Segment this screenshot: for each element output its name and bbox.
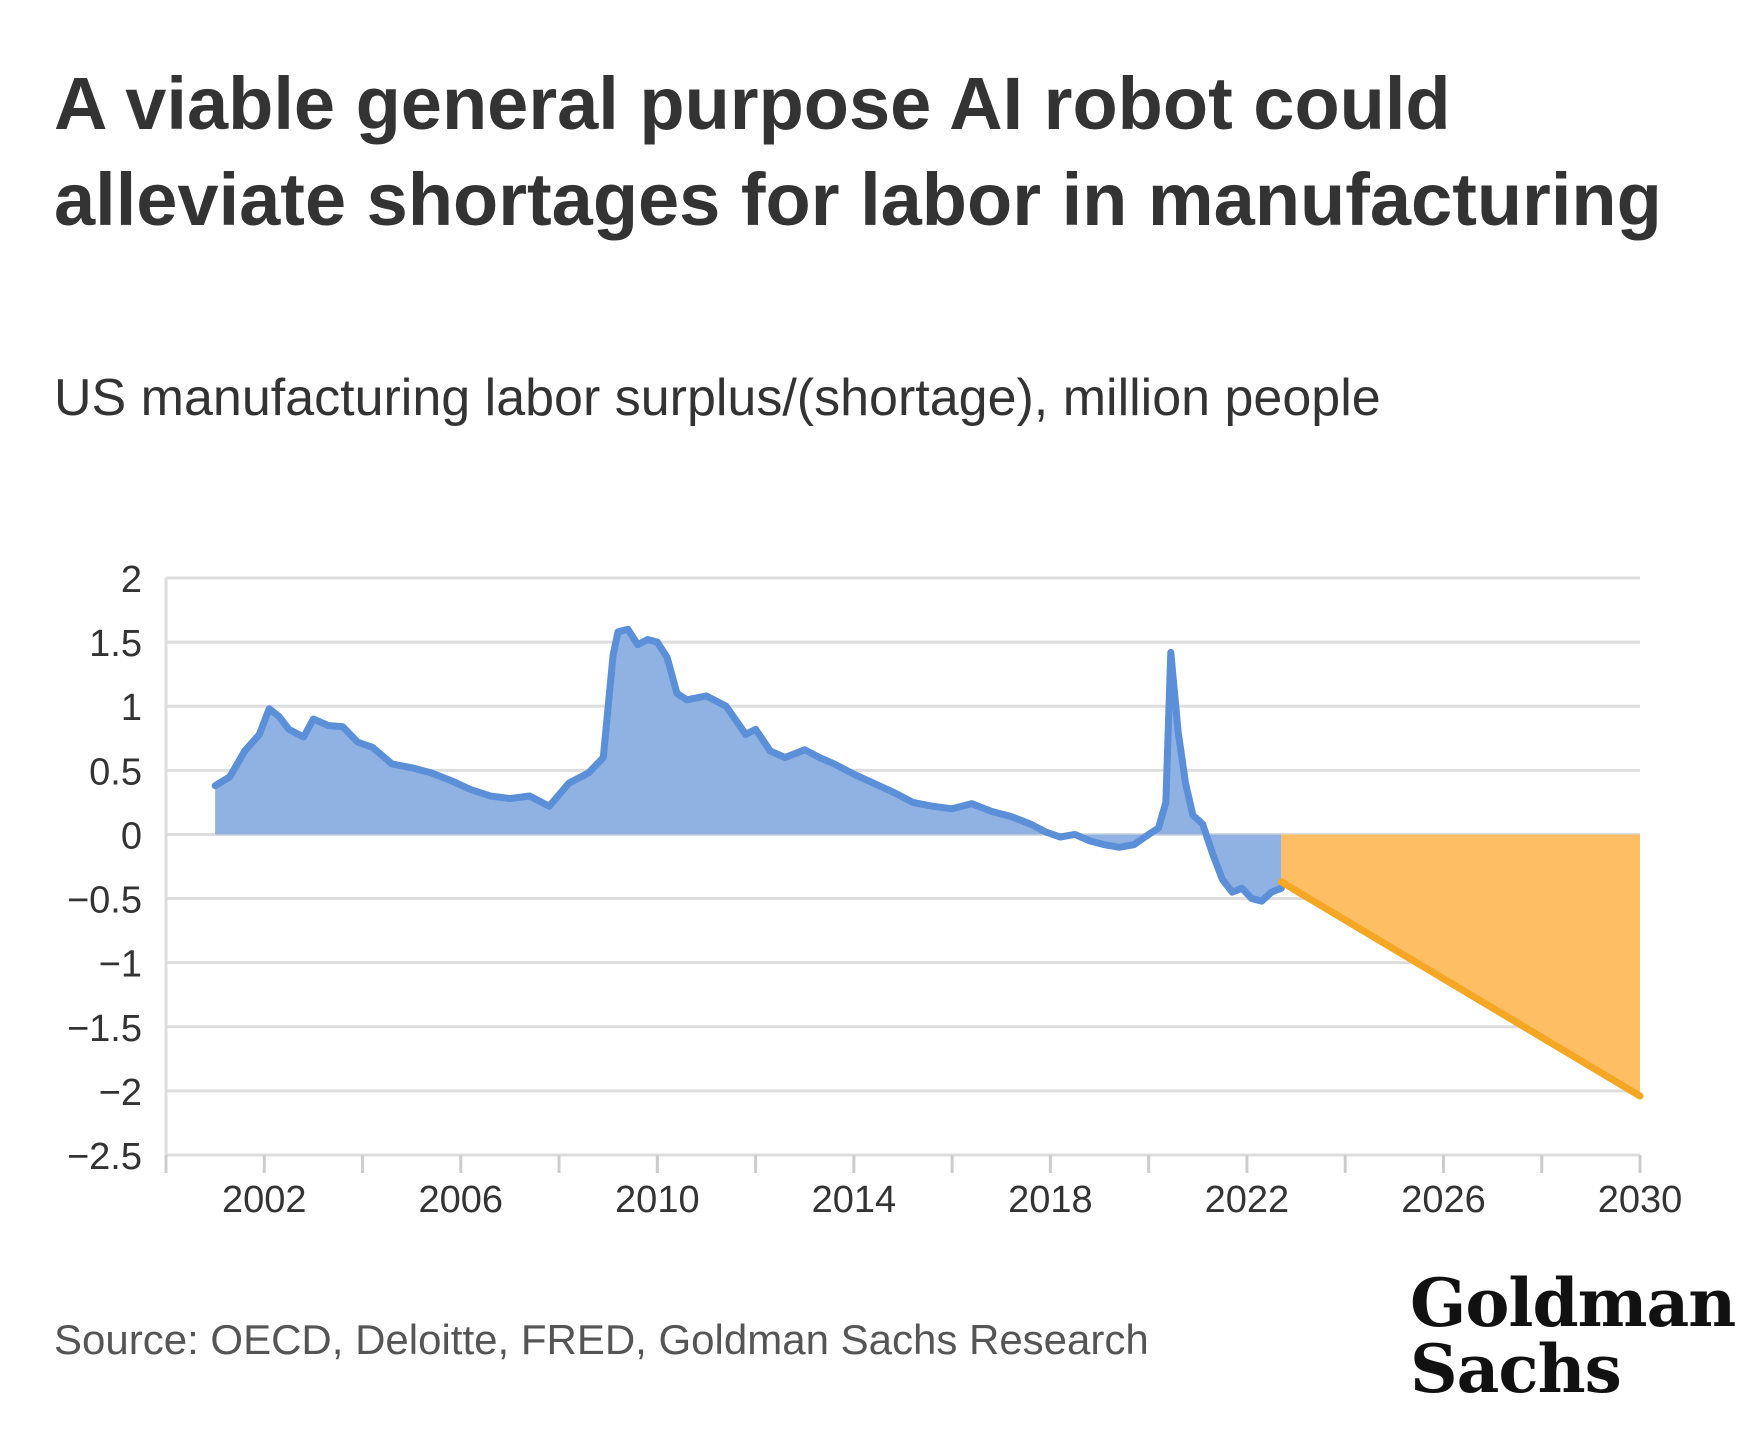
goldman-sachs-logo: Goldman Sachs (1410, 1264, 1736, 1408)
y-tick-label: 0.5 (89, 751, 142, 793)
x-tick-label: 2030 (1598, 1179, 1683, 1221)
x-axis-ticks: 2002 2006 2010 2014 2018 2022 2026 2030 (222, 1179, 1682, 1221)
series-lines (211, 625, 1644, 1100)
y-tick-label: 1.5 (89, 623, 142, 665)
chart: 21.510.50−0.5−1−1.5−2−2.5 2002 2006 2010 20… (67, 559, 1682, 1221)
x-tick-label: 2002 (222, 1179, 307, 1221)
y-tick-label: 2 (121, 559, 142, 601)
y-tick-label: −2.5 (67, 1136, 142, 1178)
x-tick-label: 2026 (1401, 1179, 1486, 1221)
y-tick-label: −0.5 (67, 880, 142, 922)
x-tick-label: 2018 (1008, 1179, 1093, 1221)
x-tick-label: 2006 (419, 1179, 504, 1221)
area-fills (215, 629, 1640, 1097)
y-tick-label: 0 (121, 815, 142, 857)
x-tick-label: 2010 (615, 1179, 700, 1221)
y-tick-label: −1.5 (67, 1008, 142, 1050)
chart-title: A viable general purpose AI robot could … (54, 62, 1662, 241)
source-note: Source: OECD, Deloitte, FRED, Goldman Sa… (54, 1316, 1149, 1363)
historical-line (211, 625, 1285, 905)
x-tick-label: 2014 (812, 1179, 897, 1221)
y-tick-label: −1 (99, 944, 142, 986)
logo-line-2: Sachs (1410, 1330, 1622, 1408)
y-tick-label: −2 (99, 1072, 142, 1114)
x-tick-label: 2022 (1205, 1179, 1290, 1221)
chart-subtitle: US manufacturing labor surplus/(shortage… (54, 369, 1381, 427)
historical-area (215, 629, 1282, 902)
projection-area (1281, 834, 1640, 1097)
projection-line (1277, 878, 1644, 1100)
y-axis-ticks: 2 1.5 1 0.5 0 −0.5 −1 −1.5 −2 −2.5 (67, 559, 142, 1178)
logo-line-1: Goldman (1410, 1264, 1736, 1342)
axes (164, 578, 1642, 1173)
y-tick-label: 1 (121, 687, 142, 729)
